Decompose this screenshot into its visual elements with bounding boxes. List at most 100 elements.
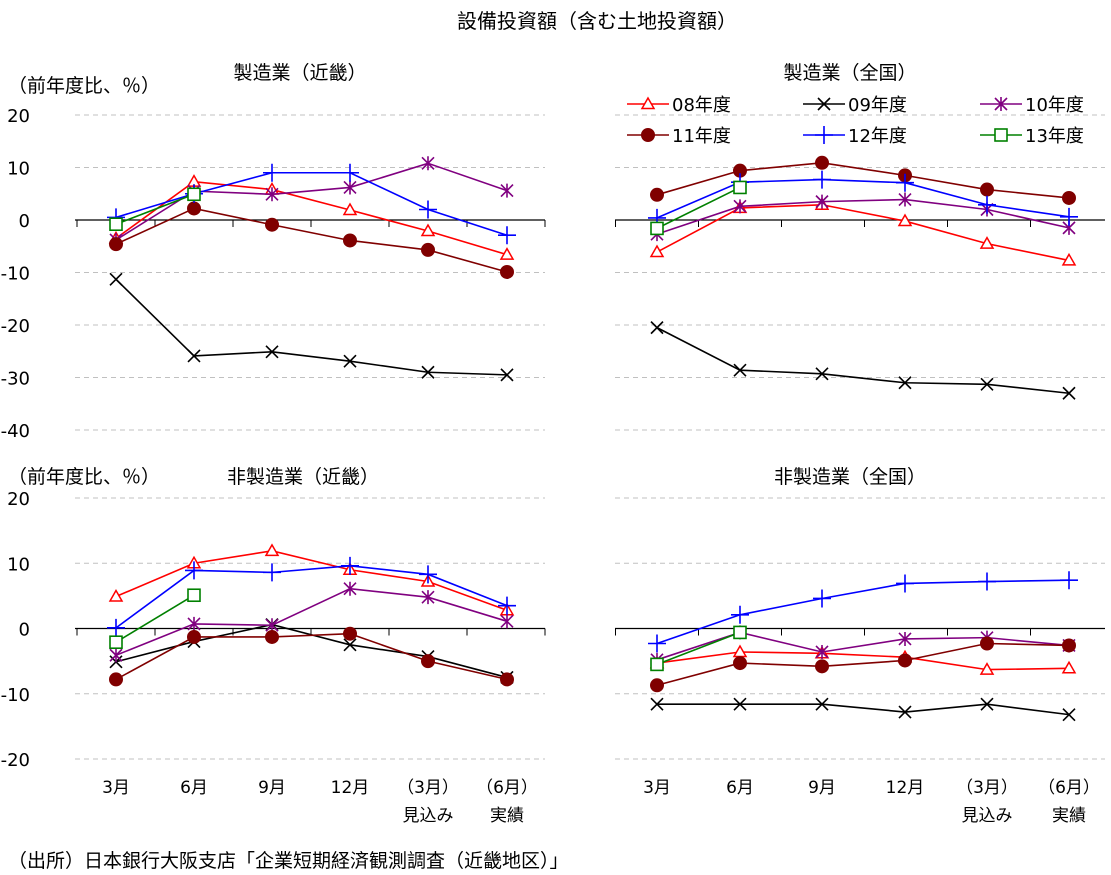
legend-marker xyxy=(640,96,656,110)
data-point xyxy=(733,697,747,711)
data-point xyxy=(499,247,515,260)
series-12年度 xyxy=(107,556,516,637)
data-point xyxy=(419,200,437,219)
data-point xyxy=(264,543,280,557)
legend-label: 10年度 xyxy=(1025,95,1084,116)
data-point xyxy=(420,223,436,237)
series-09年度 xyxy=(650,321,1076,400)
legend-item: 09年度 xyxy=(803,95,907,116)
series-11年度 xyxy=(650,155,1076,205)
data-point xyxy=(108,589,124,602)
data-point xyxy=(898,653,912,668)
chart-panels: 製造業（近畿）（前年度比、％）20100-10-20-30-40製造業（全国）非… xyxy=(1,62,1105,826)
data-point xyxy=(421,654,435,669)
data-point xyxy=(421,156,435,171)
panel-4: 非製造業（全国） 3月 6月 9月 12月 （3月） 見込み （6月） 実績 xyxy=(615,466,1105,826)
x-tick-label: 12月 xyxy=(331,778,370,798)
data-point xyxy=(980,636,994,651)
panel-2: 製造業（全国） xyxy=(615,62,1105,431)
data-point xyxy=(896,173,914,192)
data-point xyxy=(648,634,666,653)
data-point xyxy=(733,625,747,640)
legend-label: 08年度 xyxy=(672,95,731,116)
data-point xyxy=(979,662,995,675)
data-point xyxy=(732,644,748,658)
data-point xyxy=(980,377,994,391)
x-tick-label: 9月 xyxy=(258,778,286,798)
legend-item: 12年度 xyxy=(803,126,907,147)
x-tick-sublabel: 実績 xyxy=(1052,806,1086,826)
x-tick-label: 6月 xyxy=(726,778,754,798)
y-axis-label: （前年度比、％） xyxy=(8,466,160,488)
data-point xyxy=(187,629,201,644)
data-point xyxy=(815,697,829,711)
data-point xyxy=(1062,386,1076,400)
data-point xyxy=(265,217,279,232)
series-line xyxy=(656,178,1070,219)
series-line xyxy=(656,203,1070,262)
series-line xyxy=(115,193,195,225)
series-line xyxy=(656,651,1070,671)
data-point xyxy=(343,354,357,368)
y-tick-label: 0 xyxy=(19,620,30,641)
series-12年度 xyxy=(107,163,516,245)
data-point xyxy=(733,363,747,377)
data-point xyxy=(650,697,664,711)
data-point xyxy=(898,705,912,719)
series-11年度 xyxy=(109,201,514,279)
series-13年度 xyxy=(109,588,201,650)
data-point xyxy=(341,556,359,575)
data-point xyxy=(980,697,994,711)
data-point xyxy=(187,201,201,216)
data-point xyxy=(898,376,912,390)
series-line xyxy=(657,703,1070,716)
data-point xyxy=(1060,571,1078,590)
data-point xyxy=(107,618,125,637)
data-point xyxy=(650,221,664,236)
data-point xyxy=(187,588,201,603)
data-point xyxy=(1062,708,1076,722)
y-axis-label: （前年度比、％） xyxy=(8,75,160,97)
series-line xyxy=(115,632,508,681)
series-line xyxy=(115,171,508,236)
data-point xyxy=(978,572,996,591)
data-point xyxy=(979,236,995,249)
data-point xyxy=(343,581,357,596)
data-point xyxy=(813,170,831,189)
data-point xyxy=(421,590,435,605)
series-line xyxy=(656,161,1070,199)
x-tick-label: 3月 xyxy=(102,778,130,798)
data-point xyxy=(498,226,516,245)
data-point xyxy=(649,244,665,258)
series-13年度 xyxy=(650,180,747,236)
y-tick-label: -10 xyxy=(1,264,30,285)
series-line xyxy=(656,198,1070,235)
series-13年度 xyxy=(109,187,201,231)
data-point xyxy=(813,589,831,608)
data-point xyxy=(265,629,279,644)
data-point xyxy=(1060,207,1078,226)
data-point xyxy=(265,187,279,202)
data-point xyxy=(341,163,359,182)
data-point xyxy=(265,618,279,633)
data-point xyxy=(815,155,829,170)
data-point xyxy=(815,659,829,674)
legend-label: 09年度 xyxy=(848,95,907,116)
data-point xyxy=(421,242,435,257)
legend-item: 11年度 xyxy=(627,126,731,147)
panel-title: 製造業（全国） xyxy=(783,62,916,84)
y-tick-label: -40 xyxy=(1,421,30,442)
data-point xyxy=(815,194,829,209)
data-point xyxy=(1061,660,1077,674)
data-point xyxy=(109,272,123,286)
data-point xyxy=(187,349,201,363)
data-point xyxy=(187,616,201,631)
panel-1: 製造業（近畿） （前年度比、％） 20 10 0 -10 -20 -30 -40 xyxy=(1,62,546,442)
series-line xyxy=(115,180,508,256)
panel-title: 製造業（近畿） xyxy=(233,62,366,84)
data-point xyxy=(185,561,203,580)
y-tick-label: -20 xyxy=(1,750,30,771)
y-tick-label: -20 xyxy=(1,316,30,337)
data-point xyxy=(1061,252,1077,266)
